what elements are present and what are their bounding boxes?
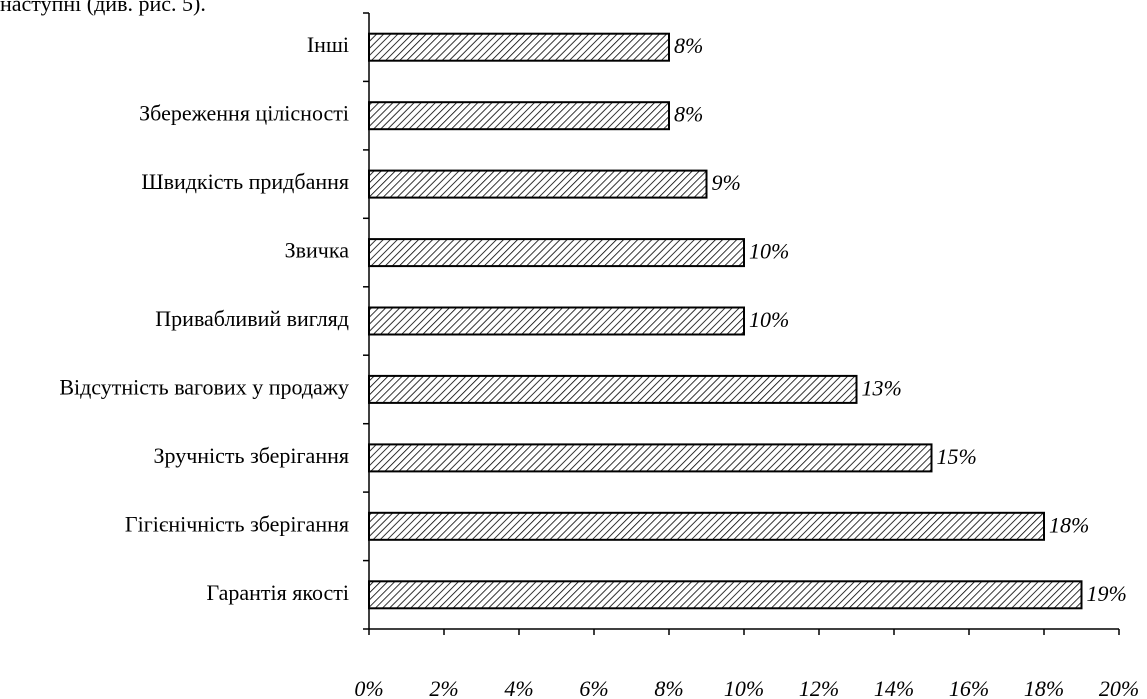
bars-group [368,32,1083,610]
bar [368,238,745,268]
category-labels-group: Гарантія якості Гігієнічність зберігання З… [59,32,349,605]
x-tick-label: 12% [799,676,839,699]
bar [368,306,745,336]
x-tick-label: 2% [429,676,458,699]
category-label: Зручність зберігання [153,443,349,468]
bar [368,374,858,404]
bar [368,580,1083,610]
bar [368,511,1045,541]
x-tick-label: 18% [1024,676,1064,699]
category-label: Відсутність вагових у продажу [59,374,349,399]
x-tick-label: 16% [949,676,989,699]
data-label: 19% [1087,581,1127,606]
x-tick-label: 20% [1099,676,1139,699]
category-label: Швидкість придбання [141,169,349,194]
bar [368,32,670,62]
x-tick-label: 4% [504,676,533,699]
data-label: 15% [937,444,977,469]
data-label: 10% [749,307,789,332]
value-labels-group: 19% 18% 15% 13% 10% 10% 9% 8% 8% [674,33,1127,606]
category-label: Збереження цілісності [139,101,349,126]
data-label: 10% [749,239,789,264]
x-tick-label: 14% [874,676,914,699]
data-label: 18% [1049,512,1089,537]
x-tick-label: 10% [724,676,764,699]
bar [368,101,670,131]
category-label: Гарантія якості [206,580,349,605]
category-label: Інші [307,32,349,57]
axes-group: 0% 2% 4% 6% 8% 10% 12% 14% 16% 18% 20% [354,12,1139,699]
data-label: 13% [862,375,902,400]
category-label: Привабливий вигляд [155,306,349,331]
x-tick-label: 0% [354,676,383,699]
bar [368,443,933,473]
data-label: 8% [674,102,703,127]
category-label: Гігієнічність зберігання [125,511,349,536]
page-caption-text: наступні (див. рис. 5). [0,0,206,16]
category-label: Звичка [285,238,350,263]
bar [368,169,708,199]
x-tick-label: 6% [579,676,608,699]
data-label: 9% [712,170,741,195]
data-label: 8% [674,33,703,58]
x-tick-label: 8% [654,676,683,699]
